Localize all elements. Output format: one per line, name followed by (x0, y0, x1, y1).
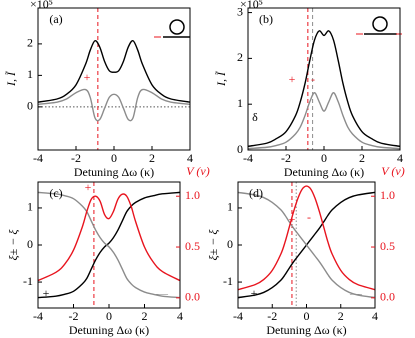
panel: -4 -2 0 2 4 -1 0 1 0.0 0.5 1.0 Detuning Δω (κ) ξ± − … (6, 164, 210, 337)
x-tick-label: 4 (397, 151, 403, 165)
y-tick-label: 1 (27, 67, 33, 81)
y2-tick-label: 0.5 (185, 239, 200, 253)
axis-multiplier: ×10⁵ (30, 0, 53, 11)
y-tick-label: 1 (27, 200, 33, 214)
axis-multiplier: ×10⁵ (240, 0, 263, 11)
data-line (38, 88, 190, 122)
annotation: + (251, 286, 258, 300)
y-tick-label: 1 (237, 96, 243, 110)
y-axis-title: I, Ĩ (4, 70, 18, 87)
y-tick-label: 2 (27, 36, 33, 50)
data-line (38, 191, 180, 299)
panel-label: (d) (249, 186, 263, 200)
y-axis-title: ξ± − ξ (206, 229, 220, 261)
annotation: - (307, 210, 311, 224)
panel: -4 -2 0 2 4 0 1 2 3 Detuning Δω (κ) I, Ĩ ×10⁵(b) + - δ (214, 0, 403, 179)
x-tick-label: 4 (372, 309, 378, 323)
x-tick-label: 2 (338, 309, 344, 323)
annotation: — (349, 286, 363, 300)
y2-tick-label: 0.0 (380, 290, 395, 304)
panel: -4 -2 0 2 4 -1 0 1 0.0 0.5 1.0 Detuning Δω (κ) ξ± − … (206, 164, 405, 337)
y2-tick-label: 1.0 (380, 188, 395, 202)
y-tick-label: 0 (27, 99, 33, 113)
y-axis-title: ξ± − ξ (6, 229, 20, 261)
y2-tick-label: 1.0 (185, 188, 200, 202)
annotation: + (85, 180, 92, 194)
x-tick-label: -4 (233, 309, 243, 323)
inset-icon (154, 16, 402, 38)
y-tick-label: 0 (237, 142, 243, 156)
x-tick-label: -4 (33, 309, 43, 323)
x-tick-label: -4 (33, 151, 43, 165)
x-axis-title: Detuning Δω (κ) (284, 165, 364, 179)
x-tick-label: 2 (359, 151, 365, 165)
y2-axis-title: V (v) (186, 164, 209, 178)
plot-frame (37, 7, 191, 151)
x-tick-label: 4 (187, 151, 193, 165)
x-tick-label: 0 (304, 309, 310, 323)
y2-axis-title: V (v) (381, 164, 404, 178)
y-tick-label: 1 (227, 200, 233, 214)
annotation: δ (252, 110, 258, 124)
data-line (238, 191, 375, 299)
x-tick-label: 2 (149, 151, 155, 165)
panel-label: (c) (49, 186, 62, 200)
x-tick-label: 0 (106, 309, 112, 323)
x-axis-title: Detuning Δω (κ) (74, 165, 154, 179)
y-axis-title: I, Ĩ (214, 70, 228, 87)
data-line (38, 193, 180, 282)
data-line (38, 40, 190, 103)
y-tick-label: 3 (237, 4, 243, 18)
annotation: + (289, 72, 296, 86)
x-tick-label: -2 (281, 151, 291, 165)
x-tick-label: -2 (267, 309, 277, 323)
x-tick-label: -4 (243, 151, 253, 165)
data-line (238, 185, 375, 291)
annotation: + (43, 286, 50, 300)
annotation: + (84, 70, 91, 84)
x-tick-label: 0 (321, 151, 327, 165)
x-tick-label: 4 (177, 309, 183, 323)
annotation: + (289, 212, 296, 226)
data-line (38, 191, 180, 299)
annotation: — (155, 286, 169, 300)
x-axis-title: Detuning Δω (κ) (69, 323, 149, 337)
y-tick-label: -1 (23, 274, 33, 288)
y-tick-label: 0 (227, 237, 233, 251)
plot-frame (247, 7, 401, 151)
x-axis-title: Detuning Δω (κ) (266, 323, 346, 337)
y-tick-label: -1 (223, 274, 233, 288)
x-tick-label: 0 (111, 151, 117, 165)
y2-tick-label: 0.5 (380, 239, 395, 253)
data-line (248, 92, 400, 150)
annotation: - (311, 72, 315, 86)
y-tick-label: 0 (27, 237, 33, 251)
data-line (248, 30, 400, 148)
y2-tick-label: 0.0 (185, 290, 200, 304)
y-tick-label: 2 (237, 50, 243, 64)
x-tick-label: -2 (69, 309, 79, 323)
x-tick-label: -2 (71, 151, 81, 165)
panel-label: (b) (259, 12, 273, 26)
x-tick-label: 2 (142, 309, 148, 323)
panel-label: (a) (49, 12, 62, 26)
